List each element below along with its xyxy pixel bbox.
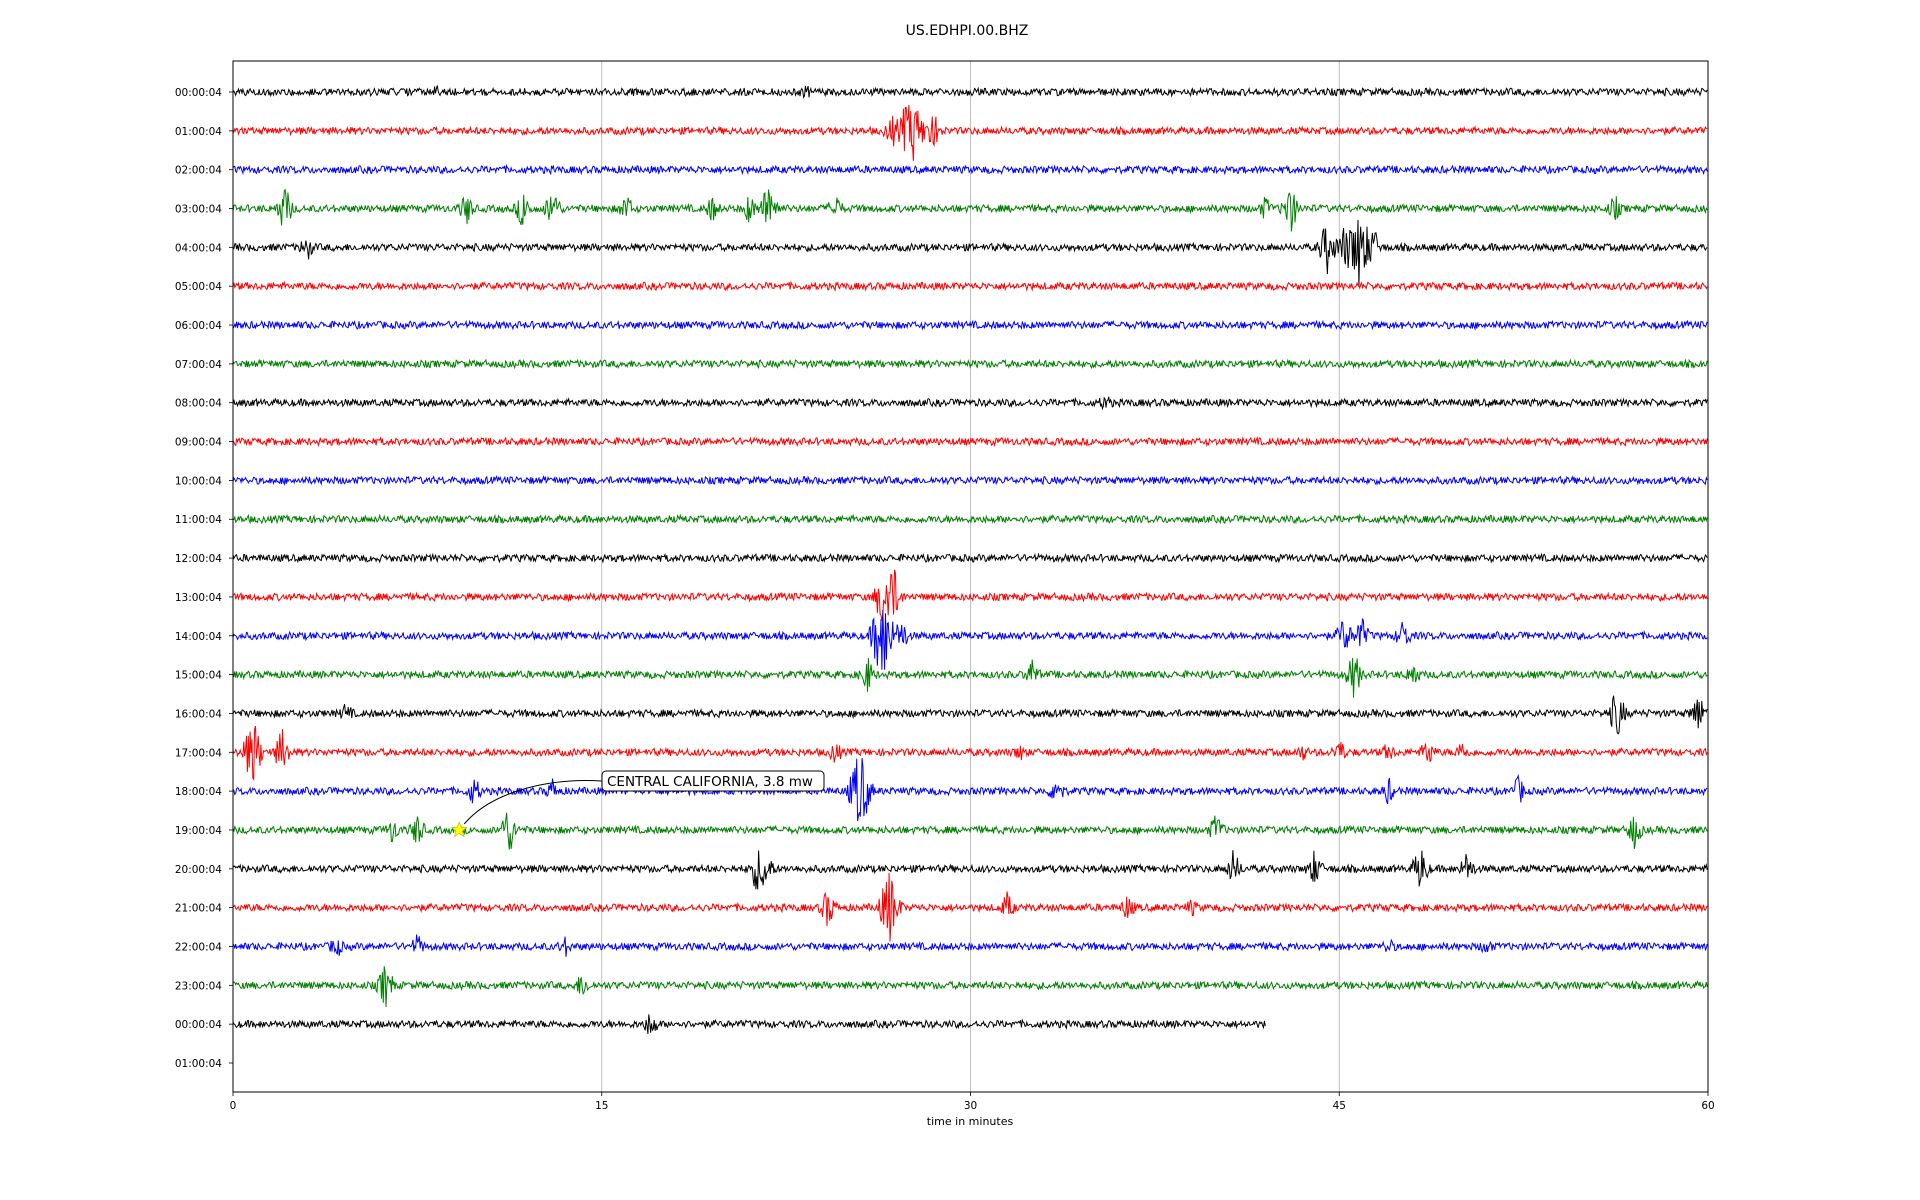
seismogram-trace — [232, 436, 1708, 448]
row-time-label: 13:00:04 — [175, 592, 222, 604]
event-star-marker — [450, 821, 468, 838]
seismogram-trace — [232, 569, 1708, 621]
row-time-label: 19:00:04 — [175, 825, 222, 837]
seismogram-trace — [232, 812, 1708, 850]
x-axis-label: time in minutes — [927, 1115, 1014, 1128]
seismogram-trace — [232, 872, 1708, 942]
seismogram-trace — [232, 934, 1708, 957]
row-time-label: 09:00:04 — [175, 437, 222, 449]
seismogram-trace — [232, 104, 1708, 161]
row-time-label: 21:00:04 — [175, 903, 222, 915]
seismogram-trace — [232, 396, 1708, 411]
seismogram-trace — [232, 726, 1708, 781]
row-time-label: 08:00:04 — [175, 398, 222, 410]
row-time-label: 07:00:04 — [175, 359, 222, 371]
seismogram-trace — [232, 358, 1708, 370]
seismogram-trace — [232, 280, 1708, 292]
row-time-label: 10:00:04 — [175, 475, 222, 487]
row-time-label: 20:00:04 — [175, 864, 222, 876]
row-time-label: 02:00:04 — [175, 165, 222, 177]
row-time-label: 11:00:04 — [175, 514, 222, 526]
seismogram-trace — [232, 513, 1708, 525]
row-time-label: 18:00:04 — [175, 786, 222, 798]
annotation-arrow — [463, 780, 603, 825]
row-time-label: 01:00:04 — [175, 126, 222, 138]
row-time-label: 04:00:04 — [175, 242, 222, 254]
row-time-label: 05:00:04 — [175, 281, 222, 293]
seismogram-trace — [232, 163, 1708, 176]
row-time-label: 00:00:04 — [175, 87, 222, 99]
x-tick-label: 60 — [1701, 1100, 1714, 1112]
event-annotation: CENTRAL CALIFORNIA, 3.8 mw — [450, 770, 825, 838]
annotation-text: CENTRAL CALIFORNIA, 3.8 mw — [607, 774, 813, 790]
x-tick-label: 0 — [230, 1100, 237, 1112]
row-time-label: 00:00:04 — [175, 1019, 222, 1031]
seismogram-trace — [232, 188, 1708, 232]
seismogram-trace — [232, 1014, 1266, 1034]
seismogram-trace — [232, 966, 1708, 1008]
seismogram-trace — [232, 757, 1708, 822]
seismogram-trace — [232, 657, 1708, 698]
chart-title: US.EDHPI.00.BHZ — [906, 23, 1029, 39]
trace-layer — [232, 85, 1708, 1034]
seismogram-trace — [232, 695, 1708, 735]
seismogram-trace — [232, 319, 1708, 331]
row-time-label: 06:00:04 — [175, 320, 222, 332]
seismogram-trace — [232, 609, 1708, 670]
row-time-label: 23:00:04 — [175, 980, 222, 992]
x-tick-label: 45 — [1333, 1100, 1346, 1112]
row-time-label: 12:00:04 — [175, 553, 222, 565]
row-time-label: 14:00:04 — [175, 631, 222, 643]
row-time-label: 16:00:04 — [175, 708, 222, 720]
row-time-label: 01:00:04 — [175, 1058, 222, 1070]
row-time-label: 17:00:04 — [175, 747, 222, 759]
x-tick-label: 15 — [595, 1100, 608, 1112]
grid-lines — [601, 61, 1340, 1092]
seismogram-trace — [232, 219, 1708, 288]
seismogram-trace — [232, 85, 1708, 99]
seismogram-trace — [232, 474, 1708, 487]
annotation-box — [601, 770, 825, 792]
x-tick-label: 30 — [964, 1100, 977, 1112]
seismogram-trace — [232, 850, 1708, 890]
row-time-label: 22:00:04 — [175, 941, 222, 953]
plot-frame — [232, 60, 1709, 1093]
x-ticks: 0 15 30 45 60 — [230, 1092, 1715, 1112]
row-time-label: 15:00:04 — [175, 670, 222, 682]
seismogram-trace — [232, 552, 1708, 564]
row-labels: 00:00:04 01:00:04 02:00:04 03:00:04 04:00:04… — [175, 87, 233, 1070]
row-time-label: 03:00:04 — [175, 204, 222, 216]
